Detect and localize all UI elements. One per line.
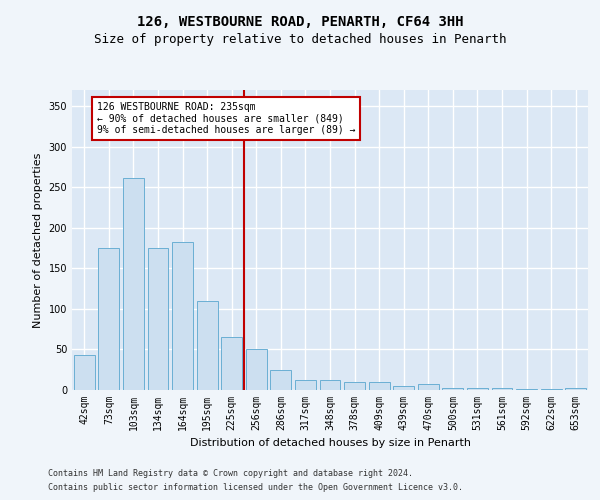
Bar xyxy=(467,388,488,390)
Bar xyxy=(344,382,365,390)
Bar xyxy=(320,380,340,390)
Bar xyxy=(491,388,512,390)
Bar xyxy=(442,388,463,390)
Bar xyxy=(565,388,586,390)
Bar xyxy=(541,389,562,390)
Bar xyxy=(295,380,316,390)
Text: Contains HM Land Registry data © Crown copyright and database right 2024.: Contains HM Land Registry data © Crown c… xyxy=(48,468,413,477)
Text: 126 WESTBOURNE ROAD: 235sqm
← 90% of detached houses are smaller (849)
9% of sem: 126 WESTBOURNE ROAD: 235sqm ← 90% of det… xyxy=(97,102,355,136)
Bar xyxy=(148,248,169,390)
X-axis label: Distribution of detached houses by size in Penarth: Distribution of detached houses by size … xyxy=(190,438,470,448)
Bar xyxy=(221,338,242,390)
Bar xyxy=(123,178,144,390)
Text: 126, WESTBOURNE ROAD, PENARTH, CF64 3HH: 126, WESTBOURNE ROAD, PENARTH, CF64 3HH xyxy=(137,15,463,29)
Bar xyxy=(393,386,414,390)
Bar xyxy=(74,355,95,390)
Bar xyxy=(98,248,119,390)
Bar xyxy=(172,242,193,390)
Bar xyxy=(271,370,292,390)
Y-axis label: Number of detached properties: Number of detached properties xyxy=(33,152,43,328)
Text: Contains public sector information licensed under the Open Government Licence v3: Contains public sector information licen… xyxy=(48,484,463,492)
Bar xyxy=(418,384,439,390)
Bar xyxy=(368,382,389,390)
Bar xyxy=(197,301,218,390)
Bar xyxy=(516,389,537,390)
Bar xyxy=(246,350,267,390)
Text: Size of property relative to detached houses in Penarth: Size of property relative to detached ho… xyxy=(94,32,506,46)
